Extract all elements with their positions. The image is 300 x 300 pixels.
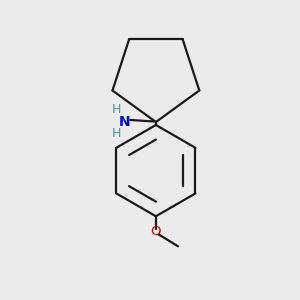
Text: H: H [112,103,121,116]
Text: O: O [151,225,161,238]
Text: N: N [119,115,131,129]
Text: H: H [112,127,121,140]
